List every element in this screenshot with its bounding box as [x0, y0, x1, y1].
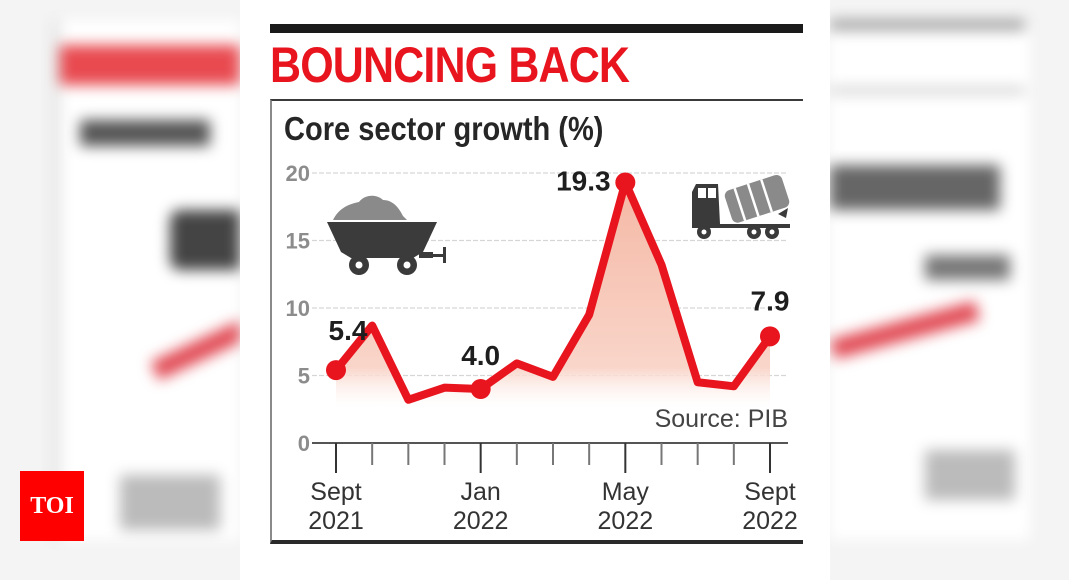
chart-frame [270, 99, 803, 544]
coal-wagon-icon [327, 195, 446, 275]
x-tick-label: 2021 [308, 507, 364, 535]
data-label: 19.3 [556, 165, 611, 196]
y-tick-label: 5 [298, 364, 310, 389]
cement-mixer-truck-icon [692, 174, 790, 239]
data-labels: 5.4 4.0 19.3 7.9 [329, 165, 790, 371]
data-point-marker [326, 360, 346, 381]
data-point-marker [615, 172, 636, 193]
top-rule [270, 24, 803, 33]
x-tick-label: May [602, 478, 650, 506]
x-tick-label: Jan [461, 478, 501, 506]
chart-subtitle: Core sector growth (%) [284, 110, 604, 147]
data-label: 5.4 [329, 315, 368, 346]
x-tick-label: Sept [310, 478, 361, 506]
data-point-marker [760, 326, 780, 347]
background-blur-right [830, 0, 1069, 580]
data-point-marker [470, 379, 491, 399]
x-tick-label: 2022 [742, 507, 798, 535]
y-tick-label: 20 [286, 161, 310, 186]
toi-logo: TOI [20, 471, 84, 541]
data-label: 4.0 [461, 340, 500, 371]
background-blur-left [0, 0, 240, 580]
y-axis-ticks: 0 5 10 15 20 [286, 161, 310, 456]
x-tick-label: Sept [744, 478, 795, 506]
data-points [326, 172, 780, 399]
x-tick-label: 2022 [598, 507, 654, 535]
y-tick-label: 10 [286, 296, 310, 321]
area-fill [336, 182, 770, 408]
infographic-card: BOUNCING BACK Core sector growth (%) 0 5 1… [240, 0, 830, 580]
y-tick-label: 0 [298, 431, 310, 456]
source-note: Source: PIB [655, 405, 788, 433]
data-line [332, 178, 774, 404]
data-label: 7.9 [751, 285, 790, 316]
headline: BOUNCING BACK [270, 37, 630, 93]
x-tick-label: 2022 [453, 507, 509, 535]
y-tick-label: 15 [286, 229, 310, 254]
